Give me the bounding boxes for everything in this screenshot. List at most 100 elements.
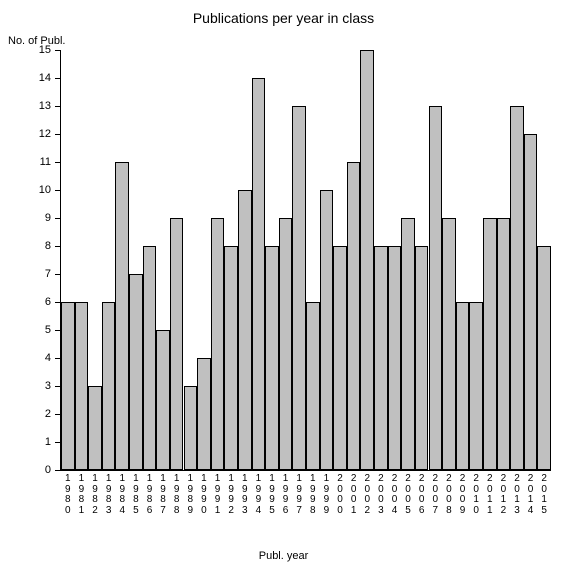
x-tick-label: 2 0 1 3 bbox=[512, 474, 522, 516]
bar bbox=[415, 246, 429, 470]
bar bbox=[238, 190, 252, 470]
bar bbox=[211, 218, 225, 470]
x-tick-label: 2 0 1 1 bbox=[485, 474, 495, 516]
bar bbox=[156, 330, 170, 470]
y-tick bbox=[55, 50, 61, 51]
bar bbox=[115, 162, 129, 470]
bar bbox=[292, 106, 306, 470]
x-tick-label: 1 9 9 4 bbox=[253, 474, 263, 516]
bar bbox=[88, 386, 102, 470]
y-tick-label: 6 bbox=[45, 296, 51, 308]
y-tick-label: 0 bbox=[45, 464, 51, 476]
bar bbox=[75, 302, 89, 470]
y-tick-label: 1 bbox=[45, 436, 51, 448]
y-tick-label: 7 bbox=[45, 268, 51, 280]
y-tick-label: 3 bbox=[45, 380, 51, 392]
x-tick-label: 1 9 8 8 bbox=[172, 474, 182, 516]
bar bbox=[102, 302, 116, 470]
x-tick-label: 2 0 0 3 bbox=[376, 474, 386, 516]
bar bbox=[429, 106, 443, 470]
bar bbox=[184, 386, 198, 470]
y-tick-label: 9 bbox=[45, 212, 51, 224]
bar bbox=[279, 218, 293, 470]
bar bbox=[401, 218, 415, 470]
bar bbox=[333, 246, 347, 470]
x-tick-label: 1 9 8 0 bbox=[63, 474, 73, 516]
x-tick-label: 1 9 8 1 bbox=[76, 474, 86, 516]
x-tick-label: 1 9 9 7 bbox=[294, 474, 304, 516]
y-tick bbox=[55, 470, 61, 471]
bar bbox=[442, 218, 456, 470]
bar bbox=[320, 190, 334, 470]
x-tick-label: 1 9 8 2 bbox=[90, 474, 100, 516]
x-tick-label: 1 9 9 5 bbox=[267, 474, 277, 516]
y-tick bbox=[55, 106, 61, 107]
y-tick-label: 15 bbox=[39, 44, 51, 56]
y-tick-label: 8 bbox=[45, 240, 51, 252]
bar bbox=[252, 78, 266, 470]
x-tick-label: 2 0 0 1 bbox=[349, 474, 359, 516]
bar bbox=[537, 246, 551, 470]
x-tick-label: 2 0 0 5 bbox=[403, 474, 413, 516]
chart-title: Publications per year in class bbox=[0, 10, 567, 26]
bar bbox=[129, 274, 143, 470]
x-tick-label: 1 9 8 5 bbox=[131, 474, 141, 516]
x-axis-label: Publ. year bbox=[0, 550, 567, 562]
x-tick-label: 1 9 8 3 bbox=[104, 474, 114, 516]
x-tick-label: 2 0 0 8 bbox=[444, 474, 454, 516]
y-tick bbox=[55, 190, 61, 191]
x-tick-label: 2 0 1 2 bbox=[498, 474, 508, 516]
x-tick-label: 2 0 0 4 bbox=[389, 474, 399, 516]
x-tick-label: 1 9 9 1 bbox=[213, 474, 223, 516]
x-tick-label: 1 9 8 9 bbox=[185, 474, 195, 516]
bar bbox=[265, 246, 279, 470]
bar bbox=[197, 358, 211, 470]
bar bbox=[388, 246, 402, 470]
y-tick bbox=[55, 274, 61, 275]
y-tick bbox=[55, 134, 61, 135]
bar bbox=[456, 302, 470, 470]
x-tick-label: 2 0 1 0 bbox=[471, 474, 481, 516]
x-tick-label: 2 0 1 5 bbox=[539, 474, 549, 516]
y-tick-label: 5 bbox=[45, 324, 51, 336]
bar bbox=[347, 162, 361, 470]
bar bbox=[374, 246, 388, 470]
x-tick-label: 1 9 9 6 bbox=[281, 474, 291, 516]
x-tick-label: 1 9 8 7 bbox=[158, 474, 168, 516]
x-tick-label: 1 9 8 4 bbox=[117, 474, 127, 516]
y-tick bbox=[55, 78, 61, 79]
bar bbox=[61, 302, 75, 470]
y-tick-label: 10 bbox=[39, 184, 51, 196]
bar bbox=[170, 218, 184, 470]
y-tick bbox=[55, 246, 61, 247]
x-tick-label: 2 0 0 6 bbox=[417, 474, 427, 516]
y-tick-label: 4 bbox=[45, 352, 51, 364]
chart-container: Publications per year in class No. of Pu… bbox=[0, 0, 567, 567]
x-tick-label: 2 0 0 0 bbox=[335, 474, 345, 516]
y-tick-label: 11 bbox=[40, 156, 51, 168]
x-tick-label: 2 0 1 4 bbox=[526, 474, 536, 516]
x-tick-label: 1 9 8 6 bbox=[144, 474, 154, 516]
bar bbox=[224, 246, 238, 470]
y-axis-label: No. of Publ. bbox=[8, 35, 65, 47]
x-tick-label: 1 9 9 9 bbox=[321, 474, 331, 516]
x-tick-label: 1 9 9 8 bbox=[308, 474, 318, 516]
plot-area: 01234567891011121314151 9 8 01 9 8 11 9 … bbox=[60, 50, 551, 471]
y-tick-label: 14 bbox=[39, 72, 51, 84]
bar bbox=[143, 246, 157, 470]
x-tick-label: 2 0 0 2 bbox=[362, 474, 372, 516]
x-tick-label: 2 0 0 7 bbox=[430, 474, 440, 516]
bar bbox=[524, 134, 538, 470]
bar bbox=[360, 50, 374, 470]
y-tick bbox=[55, 218, 61, 219]
bar bbox=[510, 106, 524, 470]
bar bbox=[469, 302, 483, 470]
y-tick-label: 13 bbox=[39, 100, 51, 112]
y-tick bbox=[55, 162, 61, 163]
x-tick-label: 1 9 9 3 bbox=[240, 474, 250, 516]
x-tick-label: 1 9 9 2 bbox=[226, 474, 236, 516]
bar bbox=[306, 302, 320, 470]
bar bbox=[483, 218, 497, 470]
x-tick-label: 2 0 0 9 bbox=[458, 474, 468, 516]
x-tick-label: 1 9 9 0 bbox=[199, 474, 209, 516]
